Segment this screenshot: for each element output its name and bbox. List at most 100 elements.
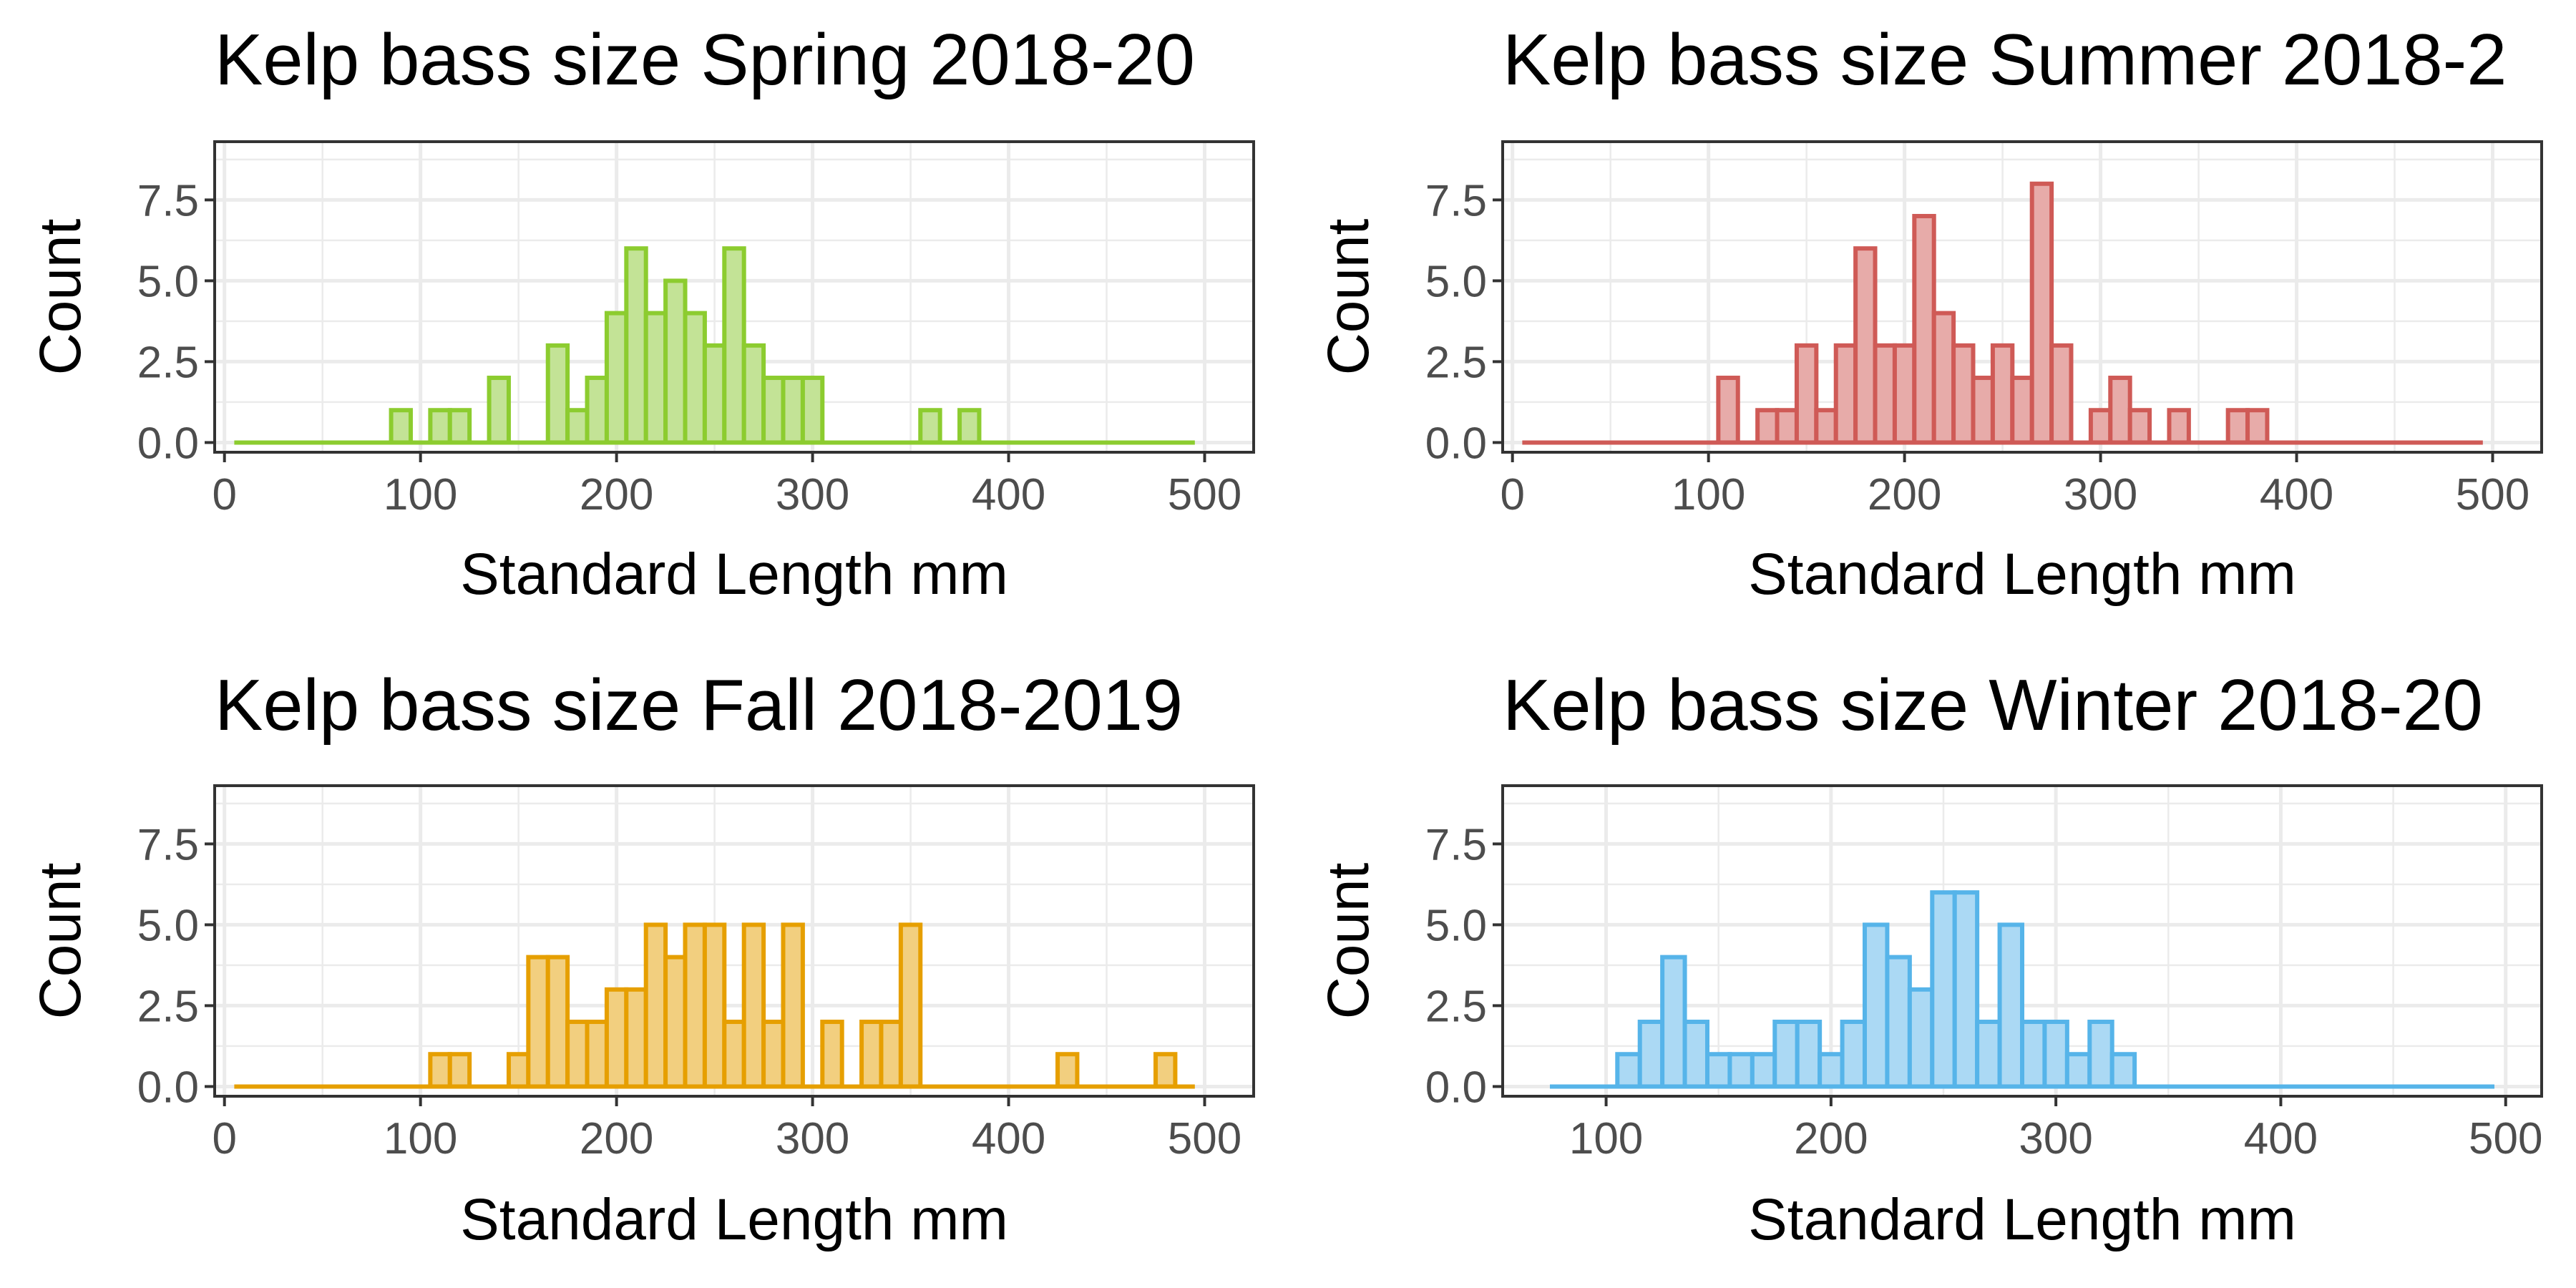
histogram-bar (781, 376, 805, 445)
x-tick-label: 300 (2019, 1114, 2092, 1163)
histogram-bar (2010, 376, 2034, 445)
histogram-bar (2225, 408, 2250, 445)
histogram-bar (1952, 890, 1980, 1089)
histogram-bar (1840, 1020, 1868, 1089)
y-tick-label: 5.0 (1425, 257, 1487, 306)
panel-border (213, 784, 1255, 1098)
y-tick-label: 0.0 (1425, 419, 1487, 468)
histogram-bar (820, 1020, 844, 1089)
x-tick-label: 400 (972, 1114, 1045, 1163)
y-tick-label: 5.0 (137, 901, 199, 950)
histogram-bar (859, 1020, 884, 1089)
histogram-bar (702, 922, 727, 1089)
x-tick-label: 200 (580, 470, 653, 519)
histogram-data (1522, 181, 2483, 445)
x-tick-label: 500 (1168, 470, 1241, 519)
histogram-bar (1705, 1052, 1732, 1089)
x-axis-title: Standard Length mm (460, 1187, 1008, 1252)
x-tick-label: 200 (1868, 470, 1941, 519)
histogram-bar (800, 376, 825, 445)
chart-title: Kelp bass size Winter 2018-20 (1503, 665, 2483, 746)
histogram-bar (761, 376, 786, 445)
histogram-bar (1971, 376, 1995, 445)
y-axis-title: Count (1316, 862, 1381, 1019)
x-tick-label: 500 (2469, 1114, 2542, 1163)
chart-title: Kelp bass size Fall 2018-2019 (215, 665, 1183, 746)
histogram-bar (1814, 408, 1838, 445)
x-tick-label: 500 (2456, 470, 2529, 519)
histogram-bar (487, 376, 511, 445)
chart-title: Kelp bass size Summer 2018-2 (1503, 20, 2507, 100)
histogram-bar (1055, 1052, 1080, 1089)
y-tick-label: 5.0 (137, 257, 199, 306)
histogram-bar (2167, 408, 2191, 445)
x-tick-label: 300 (2064, 470, 2137, 519)
y-tick-label: 0.0 (1425, 1063, 1487, 1112)
histogram-bar (1727, 1052, 1755, 1089)
histogram-bar (1873, 343, 1897, 445)
x-axis-title: Standard Length mm (460, 542, 1008, 607)
histogram-bar (722, 246, 746, 445)
histogram-bar (2127, 408, 2152, 445)
histogram-bar (2042, 1020, 2069, 1089)
histogram-bar (428, 408, 452, 445)
histogram-data (234, 922, 1195, 1089)
histogram-bar (957, 408, 982, 445)
chart-title: Kelp bass size Spring 2018-20 (215, 20, 1195, 100)
histogram-bar (781, 922, 805, 1089)
histogram-bar (2049, 343, 2074, 445)
panel-border (1501, 140, 2543, 454)
y-axis-title: Count (28, 862, 93, 1019)
y-tick-label: 2.5 (1425, 338, 1487, 387)
histogram-bar (1863, 922, 1890, 1089)
y-tick-label: 2.5 (137, 982, 199, 1031)
y-tick-label: 7.5 (137, 176, 199, 225)
x-tick-label: 500 (1168, 1114, 1241, 1163)
y-axis-title: Count (28, 218, 93, 375)
chart-panel-1: 0.0 2.5 5.0 7.5 0 100 200 300 400 500 Kelp bass si… (28, 20, 1255, 607)
histogram-bar (1153, 1052, 1178, 1089)
histogram-bar (1794, 343, 1819, 445)
histogram-bar (879, 1020, 903, 1089)
histogram-bar (663, 278, 688, 445)
histogram-bar (1772, 1020, 1800, 1089)
y-tick-label: 5.0 (1425, 901, 1487, 950)
histogram-bar (761, 1020, 786, 1089)
histogram-bar (1892, 343, 1917, 445)
histogram-bar (683, 922, 707, 1089)
histogram-bar (1755, 408, 1780, 445)
y-tick-label: 2.5 (1425, 982, 1487, 1031)
x-tick-label: 300 (776, 1114, 849, 1163)
histogram-data (1550, 890, 2494, 1089)
histogram-bar (2064, 1052, 2092, 1089)
histogram-bar (702, 343, 727, 445)
histogram-bar (722, 1020, 746, 1089)
histogram-bar (545, 343, 570, 445)
histogram-bar (1990, 343, 2015, 445)
histogram-bar (2029, 181, 2054, 445)
x-tick-label: 200 (1794, 1114, 1868, 1163)
chart-panel-4: 0.0 2.5 5.0 7.5 100 200 300 400 500 Kelp bass siz… (1316, 665, 2543, 1252)
histogram-bar (1951, 343, 1976, 445)
histogram-bar (1716, 376, 1740, 445)
histogram-bar (624, 987, 648, 1089)
histogram-bar (526, 955, 550, 1089)
histogram-bar (643, 311, 668, 445)
histogram-bar (1931, 311, 1956, 445)
x-axis-title: Standard Length mm (1748, 1187, 2296, 1252)
histogram-bar (2087, 1020, 2114, 1089)
histogram-bar (1997, 922, 2025, 1089)
x-tick-label: 300 (776, 470, 849, 519)
y-tick-label: 7.5 (1425, 820, 1487, 869)
x-tick-label: 400 (2260, 470, 2333, 519)
histogram-bar (1682, 1020, 1710, 1089)
panel-border (213, 140, 1255, 454)
panel-border (1501, 784, 2543, 1098)
histogram-bar (447, 1052, 472, 1089)
chart-panel-2: 0.0 2.5 5.0 7.5 0 100 200 300 400 500 Kelp bass si… (1316, 20, 2543, 607)
histogram-bar (545, 955, 570, 1089)
y-tick-label: 2.5 (137, 338, 199, 387)
histogram-bar (1885, 955, 1912, 1089)
histogram-bar (1907, 987, 1935, 1089)
y-tick-label: 0.0 (137, 419, 199, 468)
